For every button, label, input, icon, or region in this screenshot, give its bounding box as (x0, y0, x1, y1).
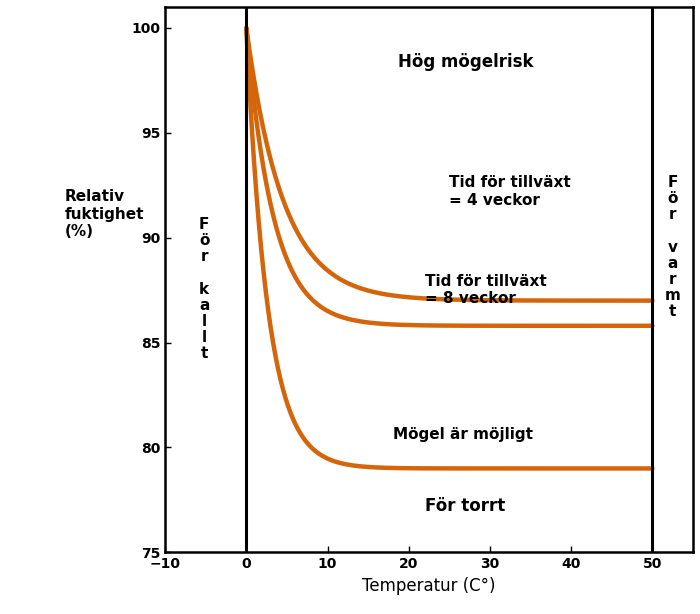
Text: För torrt: För torrt (426, 497, 505, 515)
X-axis label: Temperatur (C°): Temperatur (C°) (363, 577, 496, 595)
Text: Tid för tillväxt
= 8 veckor: Tid för tillväxt = 8 veckor (425, 274, 547, 306)
Text: F
ö
r

v
a
r
m
t: F ö r v a r m t (665, 175, 680, 319)
Text: Mögel är möjligt: Mögel är möjligt (393, 427, 533, 442)
Text: Hög mögelrisk: Hög mögelrisk (398, 53, 533, 71)
Text: Relativ
fuktighet
(%): Relativ fuktighet (%) (64, 189, 144, 239)
Text: F
ö
r

k
a
l
l
t: F ö r k a l l t (199, 217, 209, 361)
Text: Tid för tillväxt
= 4 veckor: Tid för tillväxt = 4 veckor (449, 176, 571, 208)
